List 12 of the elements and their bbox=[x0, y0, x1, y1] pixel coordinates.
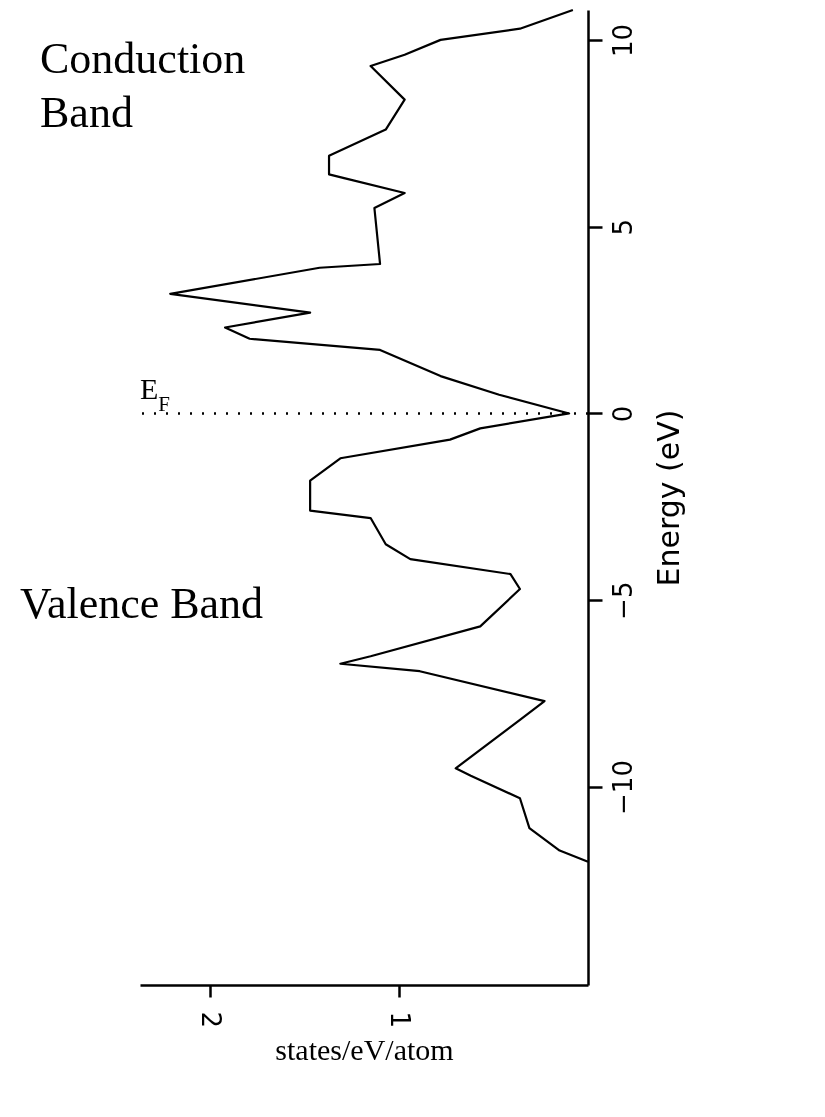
ref-line-label: E$_{F}$ bbox=[140, 372, 171, 417]
x-axis-title: states/eV/atom bbox=[275, 1033, 454, 1067]
y-tick-label: −5 bbox=[607, 581, 638, 620]
y-axis-title: Energy (eV) bbox=[650, 409, 686, 587]
y-tick-label: 5 bbox=[607, 218, 638, 236]
x-tick-label: 1 bbox=[385, 1011, 416, 1029]
y-tick-label: 0 bbox=[607, 405, 638, 423]
y-tick-label: 10 bbox=[607, 23, 638, 57]
x-tick-label: 2 bbox=[196, 1011, 227, 1029]
annotation: Conduction Band bbox=[40, 34, 246, 137]
y-tick-label: −10 bbox=[607, 760, 638, 815]
annotation: Valence Band bbox=[20, 579, 264, 628]
